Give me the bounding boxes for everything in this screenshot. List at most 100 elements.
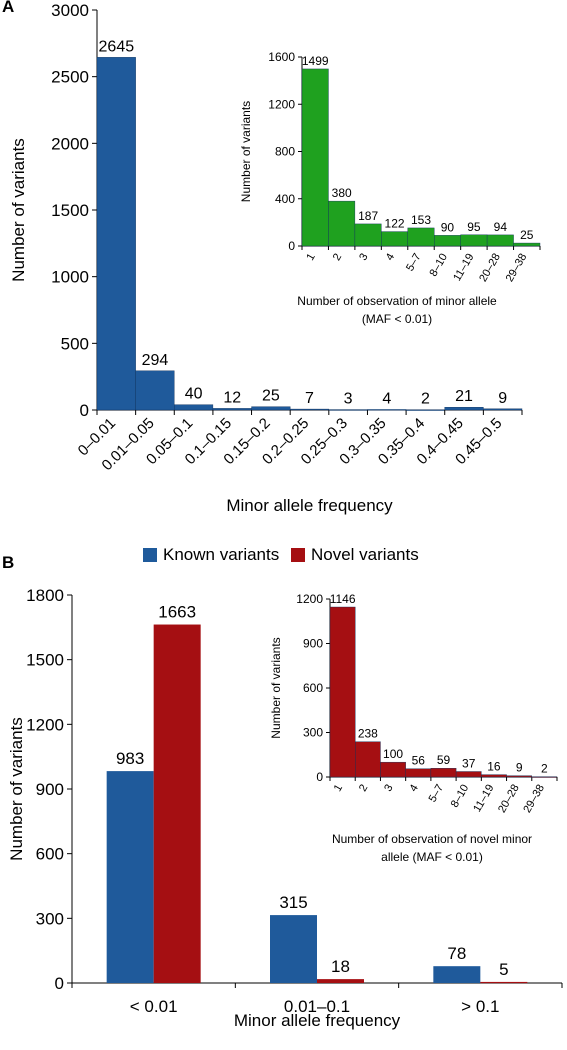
a-inset-x-tick-label: 4: [384, 252, 397, 263]
a-main-value-label: 3: [344, 391, 353, 408]
b-main-value-label: 315: [279, 893, 307, 912]
a-main-value-label: 7: [305, 390, 314, 407]
b-inset-bar: [506, 775, 532, 778]
a-inset-y-tick-label: 800: [275, 145, 295, 159]
b-inset-x-tick-label: 4: [407, 783, 420, 794]
a-inset-bar: [486, 234, 514, 247]
a-main-y-axis-title: Number of variants: [9, 138, 28, 282]
b-inset-x-axis-title: allele (MAF < 0.01): [381, 850, 483, 864]
b-main-bar-known: [106, 771, 154, 983]
a-inset-y-tick-label: 1600: [268, 50, 295, 64]
a-main-y-tick-label: 2000: [51, 134, 89, 153]
a-main-value-label: 40: [185, 386, 203, 403]
a-inset-x-tick-label: 5–7: [404, 252, 424, 274]
a-main-bar: [135, 370, 175, 411]
b-inset-value-label: 238: [358, 727, 378, 741]
b-main-bar-novel: [153, 624, 201, 983]
a-main-bar: [96, 57, 136, 411]
b-inset-y-tick-label: 0: [316, 770, 323, 784]
b-main-y-axis-title: Number of variants: [7, 717, 26, 861]
a-main-bar: [483, 408, 523, 411]
a-inset-value-label: 380: [332, 186, 352, 200]
a-inset-bar: [513, 242, 541, 247]
b-inset-bar: [405, 768, 432, 778]
a-inset-x-tick-label: 8–10: [427, 252, 450, 279]
b-main-y-tick-label: 600: [36, 845, 64, 864]
b-inset-value-label: 1146: [330, 592, 356, 606]
b-inset-value-label: 37: [462, 757, 476, 771]
a-inset-value-label: 122: [385, 217, 405, 231]
a-main-bar: [367, 409, 407, 411]
b-inset-x-tick-label: 8–10: [449, 783, 472, 810]
a-inset-bar: [328, 200, 356, 247]
b-main-value-label: 5: [499, 960, 508, 979]
b-inset-bar: [355, 741, 381, 778]
b-main-bar-known: [433, 966, 481, 983]
a-main-bar: [289, 408, 330, 411]
a-inset-value-label: 90: [441, 220, 455, 234]
b-inset-bar: [531, 776, 558, 778]
b-main-value-label: 1663: [158, 603, 196, 622]
b-inset-y-tick-label: 1200: [296, 592, 323, 606]
a-inset-x-axis-title: Number of observation of minor allele: [297, 294, 497, 308]
b-inset-x-tick-label: 3: [382, 783, 395, 794]
b-inset-x-tick-label: 1: [332, 783, 345, 794]
a-main-bar: [174, 404, 214, 411]
panel-label-a: A: [2, 0, 14, 16]
a-inset-bar: [434, 235, 461, 247]
b-inset-x-tick-label: 5–7: [427, 783, 447, 805]
b-main-bar-known: [270, 915, 317, 983]
a-main-value-label: 21: [455, 388, 473, 405]
b-inset-value-label: 56: [412, 754, 426, 768]
b-inset-x-axis-title: Number of observation of novel minor: [332, 832, 532, 846]
a-inset-bar: [381, 231, 408, 247]
b-inset-bar: [455, 771, 482, 778]
a-main-value-label: 12: [223, 389, 241, 406]
b-main-bar-novel: [480, 981, 528, 984]
b-main-y-tick-label: 900: [36, 780, 64, 799]
a-main-value-label: 25: [262, 388, 280, 405]
a-main-value-label: 2645: [99, 38, 135, 55]
b-inset-x-tick-label: 29–38: [521, 783, 547, 815]
b-main-x-tick-label: 0.01–0.1: [284, 997, 350, 1016]
b-inset-bar: [329, 606, 356, 778]
a-inset-x-tick-label: 20–28: [477, 252, 503, 284]
a-inset-x-tick-label: 29–38: [504, 252, 530, 284]
b-main-x-tick-label: < 0.01: [130, 997, 178, 1016]
a-main-value-label: 294: [142, 352, 169, 369]
a-main-value-label: 2: [421, 391, 430, 408]
a-inset-value-label: 94: [494, 220, 508, 234]
a-main-value-label: 4: [382, 390, 391, 407]
b-main-value-label: 18: [331, 957, 350, 976]
b-inset-y-tick-label: 900: [303, 637, 323, 651]
a-inset-y-tick-label: 0: [288, 239, 295, 253]
b-main-y-tick-label: 1800: [26, 586, 64, 605]
a-inset-bar: [301, 68, 329, 247]
b-main-value-label: 78: [447, 944, 466, 963]
b-inset-value-label: 100: [383, 747, 403, 761]
a-inset-x-tick-label: 1: [304, 252, 317, 263]
b-inset-value-label: 9: [516, 761, 523, 775]
b-main-x-axis-title: Minor allele frequency: [234, 1011, 401, 1030]
b-inset-value-label: 2: [541, 762, 548, 776]
a-inset-y-tick-label: 400: [275, 192, 295, 206]
a-inset-bar: [354, 223, 382, 247]
b-main-y-tick-label: 0: [55, 974, 64, 993]
a-inset-value-label: 153: [411, 213, 431, 227]
b-inset-x-tick-label: 20–28: [496, 783, 522, 815]
b-inset-x-tick-label: 11–19: [471, 783, 496, 815]
a-main-value-label: 9: [498, 390, 507, 407]
a-main-y-tick-label: 0: [80, 401, 89, 420]
a-main-bar: [444, 407, 484, 411]
a-main-y-tick-label: 2500: [51, 68, 89, 87]
a-inset-y-tick-label: 1200: [268, 97, 295, 111]
b-main-x-tick-label: > 0.1: [461, 997, 499, 1016]
a-inset-value-label: 95: [467, 220, 481, 234]
chart-b-inset: 0 300 600 900 1200 1146 1 238 2 100 3 56 4 59 5–7 37 8–1…: [269, 592, 558, 864]
b-inset-value-label: 59: [437, 753, 451, 767]
legend-label-known: Known variants: [163, 545, 279, 564]
a-inset-value-label: 187: [358, 209, 378, 223]
b-inset-bar: [481, 774, 507, 778]
